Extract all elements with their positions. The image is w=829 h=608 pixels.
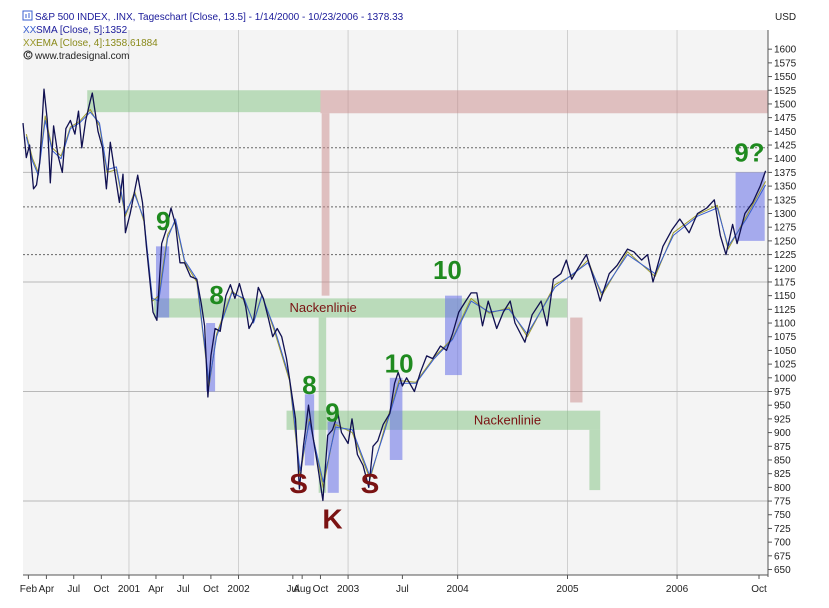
sma-legend-mark: XX	[23, 25, 37, 36]
y-tick-label: 975	[774, 387, 791, 398]
y-tick-label: 1175	[774, 277, 796, 288]
sk-label: K	[322, 503, 342, 534]
y-tick-label: 1125	[774, 305, 796, 316]
y-tick-label: 1500	[774, 99, 797, 110]
y-tick-label: 1000	[774, 373, 797, 384]
price-line	[22, 88, 767, 502]
count-label: 10	[433, 255, 462, 285]
x-tick-label: Aug	[293, 584, 311, 595]
blue-box	[304, 394, 315, 466]
y-tick-label: 950	[774, 401, 791, 412]
y-tick-label: 725	[774, 524, 791, 535]
green-box	[286, 410, 601, 430]
y-tick-label: 850	[774, 455, 791, 466]
x-tick-label: Apr	[39, 584, 55, 595]
sk-label: S	[361, 468, 380, 499]
chart-header: S&P 500 INDEX, .INX, Tageschart [Close, …	[22, 10, 796, 62]
count-label: 8	[209, 280, 223, 310]
x-tick-label: Feb	[20, 584, 38, 595]
count-label: 9	[325, 398, 339, 428]
y-tick-label: 1525	[774, 86, 797, 97]
y-tick-label: 1025	[774, 360, 797, 371]
y-tick-label: 675	[774, 551, 791, 562]
x-tick-label: Apr	[148, 584, 164, 595]
y-tick-label: 1300	[774, 209, 797, 220]
y-tick-label: 1425	[774, 141, 797, 152]
y-tick-label: 1400	[774, 154, 797, 165]
x-tick-label: Oct	[94, 584, 110, 595]
red-box	[321, 113, 330, 296]
y-tick-label: 700	[774, 538, 791, 549]
series-layer	[22, 88, 767, 502]
chart-icon	[22, 10, 33, 21]
green-box	[589, 429, 601, 491]
copyright-icon	[23, 50, 33, 60]
sma-legend-text: SMA [Close, 5]:1352	[36, 25, 128, 36]
y-tick-label: 1250	[774, 236, 797, 247]
x-tick-label: 2006	[666, 584, 689, 595]
ema-legend-mark: XX	[23, 38, 37, 49]
y-tick-label: 1450	[774, 127, 797, 138]
y-tick-label: 900	[774, 428, 791, 439]
y-tick-label: 1350	[774, 182, 797, 193]
x-tick-label: 2003	[337, 584, 360, 595]
y-tick-label: 1100	[774, 319, 796, 330]
x-tick-label: Jul	[177, 584, 190, 595]
neck-label: Nackenlinie	[290, 300, 357, 315]
x-tick-label: Oct	[751, 584, 767, 595]
y-tick-label: 1050	[774, 346, 797, 357]
y-tick-label: 1200	[774, 264, 797, 275]
y-tick-label: 1375	[774, 168, 797, 179]
y-tick-label: 800	[774, 483, 791, 494]
count-label: 10	[385, 348, 414, 378]
axis-layer: 650 675 700 725 750 775 800 825 850 875 900 925 950 9…	[20, 30, 797, 595]
sk-label: S	[289, 468, 308, 499]
y-tick-label: 1550	[774, 72, 797, 83]
credit-text: www.tradesignal.com	[34, 51, 129, 62]
x-tick-label: Jul	[396, 584, 409, 595]
y-tick-label: 750	[774, 510, 791, 521]
x-tick-label: Oct	[203, 584, 219, 595]
x-tick-label: Jul	[67, 584, 80, 595]
sma-line	[25, 111, 767, 483]
blue-box	[327, 421, 339, 493]
red-box	[320, 90, 768, 114]
y-tick-label: 1225	[774, 250, 797, 261]
y-tick-label: 1075	[774, 332, 797, 343]
neck-label: Nackenlinie	[474, 412, 541, 427]
green-box	[87, 90, 321, 113]
count-label: 8	[302, 370, 316, 400]
y-tick-label: 825	[774, 469, 791, 480]
x-tick-label: 2002	[227, 584, 250, 595]
copyright-icon-letter: c	[26, 50, 31, 61]
x-tick-label: Oct	[313, 584, 329, 595]
y-tick-label: 1575	[774, 58, 797, 69]
blue-box	[389, 377, 403, 460]
y-tick-label: 1275	[774, 223, 797, 234]
y-tick-label: 1325	[774, 195, 797, 206]
x-tick-label: 2001	[118, 584, 141, 595]
x-tick-label: Jul	[286, 584, 299, 595]
y-tick-label: 875	[774, 442, 791, 453]
y-tick-label: 650	[774, 565, 791, 576]
chart-header-title: S&P 500 INDEX, .INX, Tageschart [Close, …	[35, 12, 404, 23]
y-tick-label: 775	[774, 497, 791, 508]
count-label: 9	[156, 206, 170, 236]
y-tick-label: 925	[774, 414, 791, 425]
y-tick-label: 1150	[774, 291, 796, 302]
x-tick-label: 2005	[556, 584, 579, 595]
count-label: 9?	[734, 137, 764, 167]
x-tick-label: 2004	[447, 584, 470, 595]
green-box	[318, 317, 327, 493]
y-tick-label: 1475	[774, 113, 797, 124]
currency-label: USD	[775, 12, 796, 23]
y-tick-label: 1600	[774, 45, 797, 56]
ema-legend-text: EMA [Close, 4]:1358.61884	[36, 38, 158, 49]
red-box	[570, 317, 583, 403]
